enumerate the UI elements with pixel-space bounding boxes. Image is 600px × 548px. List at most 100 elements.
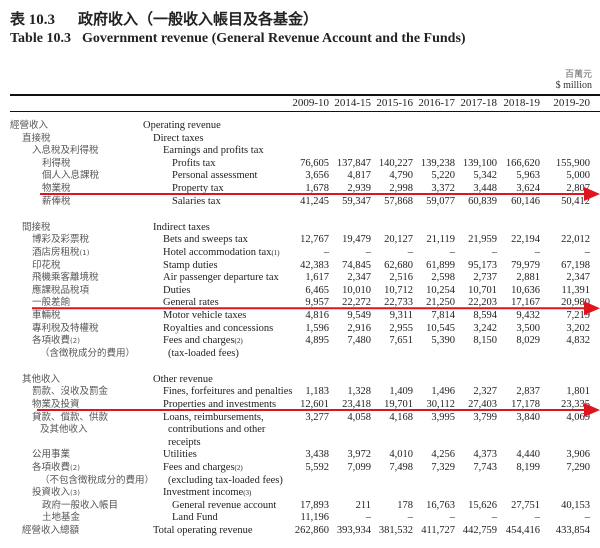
cell-value-2015-16: 4,790 xyxy=(389,170,413,182)
cell-value-2019-20: 2,807 xyxy=(566,183,590,194)
row-label-en-text: Other revenue xyxy=(153,373,213,385)
row-label-zh: 經營收入 xyxy=(10,119,48,132)
cell-value-2015-16: 4,010 xyxy=(389,449,413,461)
cell-value-2009-10: – xyxy=(323,246,329,258)
row-label-en-text: Loans, reimbursements, xyxy=(163,411,264,423)
cell-value-2016-17: 7,814 xyxy=(431,309,455,321)
cell-value-2009-10: 42,383 xyxy=(300,259,329,271)
cell-value-2019-20: 50,412 xyxy=(561,195,590,207)
cell-value-2016-17: 139,238 xyxy=(420,157,455,169)
row-label-en: Air passenger departure tax xyxy=(163,271,279,284)
cell-value-2017-18: 4,373 xyxy=(473,449,497,461)
cell-value-2017-18: 2,327 xyxy=(473,386,497,398)
row-label-zh: 個人入息課稅 xyxy=(42,169,99,182)
row-label-zh: 投資收入(3) xyxy=(32,486,80,500)
cell-value-2015-16: 1,409 xyxy=(389,386,413,398)
row-label-zh: 專利稅及特權稅 xyxy=(32,322,99,335)
unit-zh: 百萬元 xyxy=(564,70,592,80)
row-label-zh-text: 間接稅 xyxy=(22,221,51,233)
cell-value-2018-19: 22,194 xyxy=(511,234,540,246)
cell-value-2016-17: – xyxy=(449,512,455,524)
year-column-header: 2019-20 xyxy=(553,97,590,109)
cell-value-2016-17: 30,112 xyxy=(426,399,456,410)
row-label-en-text: Fees and charges xyxy=(163,335,235,347)
row-label-en: Total operating revenue xyxy=(153,524,253,537)
row-label-en-text: General rates xyxy=(163,297,219,309)
cell-value-2017-18: 21,959 xyxy=(468,234,497,246)
table-row: 政府一般收入帳目 General revenue account 17,893 211… xyxy=(0,499,600,512)
header-top-rule xyxy=(10,94,600,96)
cell-value-2018-19: 3,500 xyxy=(516,322,540,334)
cell-value-2019-20: 433,854 xyxy=(555,525,590,536)
cell-value-2016-17: 21,250 xyxy=(426,297,455,309)
row-label-en-text: Profits tax xyxy=(172,157,216,169)
cell-value-2015-16: 381,532 xyxy=(378,525,413,536)
year-column-header: 2016-17 xyxy=(418,97,455,109)
row-label-en: Profits tax xyxy=(172,157,215,170)
row-label-zh: 入息稅及利得稅 xyxy=(32,144,99,157)
table-number-zh: 表 10.3 xyxy=(10,12,56,28)
row-label-zh-text: 經營收入 xyxy=(10,120,49,131)
cell-value-2018-19: 454,416 xyxy=(505,525,540,536)
row-label-en: Operating revenue xyxy=(143,119,221,132)
table-row: 其他收入 Other revenue xyxy=(0,373,600,386)
cell-value-2017-18: 2,737 xyxy=(473,272,497,284)
cell-value-2014-15: 7,099 xyxy=(347,462,371,473)
row-label-zh-text: 酒店房租稅 xyxy=(32,246,80,258)
cell-value-2017-18: 5,342 xyxy=(473,170,497,182)
table-row: 各項收費(2) Fees and charges(2) 5,592 7,099 7,49… xyxy=(0,461,600,474)
cell-value-2019-20: 20,980 xyxy=(561,297,590,309)
cell-value-2016-17: 61,899 xyxy=(426,259,455,271)
cell-value-2016-17: 59,077 xyxy=(426,195,455,207)
title-english: Table 10.3 Government revenue (General Re… xyxy=(10,31,466,47)
year-column-header: 2014-15 xyxy=(334,97,371,109)
footnote-ref: (2) xyxy=(70,464,80,472)
cell-value-2015-16: 7,498 xyxy=(389,462,413,473)
table-row: 貸款、償款、供款 Loans, reimbursements, 3,277 4,058… xyxy=(0,411,600,424)
cell-value-2019-20: 67,198 xyxy=(561,259,590,271)
table-row: 經營收入 Operating revenue xyxy=(0,119,600,132)
row-label-zh-text: 飛機乘客離境稅 xyxy=(32,272,99,284)
row-label-en-text: Bets and sweeps tax xyxy=(163,234,248,246)
row-label-zh: 車輛稅 xyxy=(32,309,61,322)
row-label-zh-text: 印花稅 xyxy=(32,259,61,271)
cell-value-2009-10: 76,605 xyxy=(300,157,329,169)
cell-value-2018-19: 17,167 xyxy=(511,297,540,309)
table-row: 物業稅 Property tax 1,678 2,939 2,998 3,372 3,448… xyxy=(0,182,600,195)
row-label-zh: 罰款、沒收及罰金 xyxy=(32,385,108,398)
row-label-zh: 各項收費(2) xyxy=(32,461,80,475)
cell-value-2018-19: 60,146 xyxy=(511,195,540,207)
year-column-header: 2009-10 xyxy=(292,97,329,109)
cell-value-2009-10: 17,893 xyxy=(300,499,329,511)
row-label-en-text: receipts xyxy=(168,436,201,448)
cell-value-2009-10: 41,245 xyxy=(300,195,329,207)
cell-value-2016-17: 16,763 xyxy=(426,499,455,511)
row-label-zh: 土地基金 xyxy=(42,511,80,524)
row-label-zh: 各項收費(2) xyxy=(32,334,80,348)
row-label-en-text: Hotel accommodation tax xyxy=(163,246,272,258)
row-label-en-text: Fines, forfeitures and penalties xyxy=(163,386,293,398)
row-label-en: Fees and charges(2) xyxy=(163,334,243,348)
cell-value-2014-15: 2,939 xyxy=(347,183,371,194)
cell-value-2014-15: 393,934 xyxy=(336,525,371,536)
cell-value-2017-18: 27,403 xyxy=(468,399,497,410)
row-label-zh-text: （含徵稅成分的費用） xyxy=(40,347,136,359)
cell-value-2009-10: 4,816 xyxy=(305,309,329,321)
cell-value-2015-16: 20,127 xyxy=(384,234,413,246)
cell-value-2019-20: 40,153 xyxy=(561,499,590,511)
cell-value-2009-10: 12,767 xyxy=(300,234,329,246)
row-label-en: Personal assessment xyxy=(172,169,257,182)
row-label-en-text: Land Fund xyxy=(172,512,218,524)
cell-value-2014-15: 23,418 xyxy=(342,399,371,410)
cell-value-2009-10: 1,183 xyxy=(305,386,329,398)
row-label-zh: 公用事業 xyxy=(32,448,70,461)
cell-value-2014-15: 2,916 xyxy=(347,322,371,334)
row-label-zh-text: 投資收入 xyxy=(32,487,71,499)
row-label-zh: 其他收入 xyxy=(22,373,60,386)
row-label-zh-text: 政府一般收入帳目 xyxy=(42,499,119,511)
row-label-zh-text: 個人入息課稅 xyxy=(42,170,100,182)
cell-value-2017-18: 442,759 xyxy=(462,525,497,536)
row-label-en: General revenue account xyxy=(172,499,276,512)
row-label-zh-text: 應課稅品稅項 xyxy=(32,284,90,296)
cell-value-2016-17: – xyxy=(449,246,455,258)
